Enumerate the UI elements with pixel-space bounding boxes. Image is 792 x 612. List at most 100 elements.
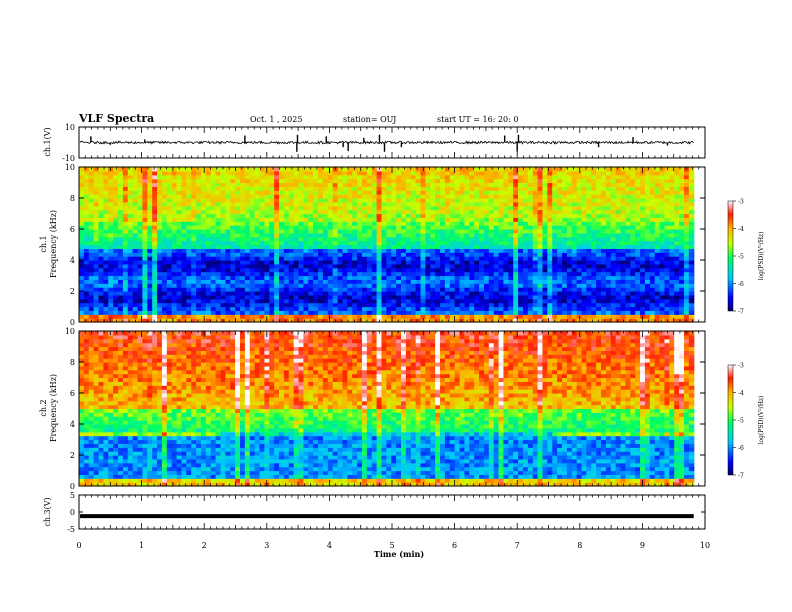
spectrogram-cell (342, 267, 348, 273)
spectrogram-cell (391, 194, 397, 199)
spectrogram-cell (79, 271, 85, 277)
spectrogram-cell (313, 198, 319, 203)
spectrogram-cell (649, 225, 656, 230)
spectrogram-cell (352, 302, 358, 308)
spectrogram-cell (176, 194, 183, 199)
spectrogram-cell (488, 182, 495, 187)
spectrogram-cell (640, 232, 646, 238)
spectrogram-cell (347, 279, 353, 284)
spectrogram-cell (464, 178, 470, 184)
spectrogram-cell (435, 291, 441, 296)
spectrogram-cell (566, 186, 573, 191)
spectrogram-cell (547, 275, 553, 280)
spectrogram-cell (610, 225, 617, 230)
spectrogram-cell (318, 190, 324, 195)
spectrogram-cell (254, 178, 261, 184)
spectrogram-cell (235, 240, 241, 246)
spectrogram-cell (610, 275, 617, 280)
spectrogram-cell (352, 182, 358, 187)
spectrogram-cell (601, 314, 607, 319)
spectrogram-cell (122, 209, 129, 215)
spectrogram-cell (576, 294, 583, 300)
spectrogram-cell (205, 310, 212, 315)
spectrogram-cell (376, 170, 383, 176)
spectrogram-cell (352, 287, 358, 292)
spectrogram-cell (459, 194, 466, 199)
spectrogram-cell (415, 314, 422, 319)
spectrogram-cell (196, 244, 202, 249)
spectrogram-cell (371, 209, 378, 215)
spectrogram-cell (161, 260, 168, 265)
spectrogram-cell (337, 252, 344, 257)
spectrogram-cell (83, 194, 90, 199)
spectrogram-cell (269, 298, 275, 304)
spectrogram-cell (669, 279, 675, 284)
spectrogram-cell (532, 190, 539, 195)
spectrogram-cell (342, 198, 348, 203)
spectrogram-cell (464, 275, 470, 280)
spectrogram-cell (401, 178, 407, 184)
spectrogram-cell (396, 306, 402, 311)
spectrogram-cell (669, 217, 675, 222)
spectrogram-cell (449, 287, 456, 292)
spectrogram-cell (244, 294, 251, 300)
spectrogram-cell (137, 229, 144, 234)
spectrogram-cell (605, 263, 612, 269)
spectrogram-cell (132, 205, 139, 211)
spectrogram-cell (205, 244, 212, 249)
spectrogram-cell (327, 271, 334, 277)
spectrogram-cell (493, 248, 500, 253)
spectrogram-cell (635, 260, 641, 265)
spectrogram-cell (240, 256, 246, 261)
spectrogram-cell (581, 306, 587, 311)
spectrogram-cell (435, 201, 441, 207)
spectrogram-cell (635, 298, 641, 304)
spectrogram-cell (532, 217, 539, 222)
spectrogram-cell (191, 229, 197, 234)
spectrogram-cell (435, 248, 441, 253)
spectrogram-cell (366, 248, 373, 253)
spectrogram-cell (283, 310, 290, 315)
spectrogram-cell (215, 263, 222, 269)
spectrogram-cell (361, 314, 368, 319)
spectrogram-cell (283, 267, 290, 273)
spectrogram-cell (283, 221, 290, 226)
spectrogram-cell (405, 287, 412, 292)
spectrogram-cell (669, 275, 675, 280)
spectrogram-cell (93, 225, 100, 230)
spectrogram-cell (425, 318, 431, 323)
spectrogram-cell (347, 213, 353, 218)
spectrogram-cell (420, 213, 426, 218)
spectrogram-cell (449, 294, 456, 300)
spectrogram-cell (313, 225, 319, 230)
spectrogram-cell (479, 244, 485, 249)
spectrogram-cell (464, 244, 470, 249)
spectrogram-cell (283, 236, 290, 242)
spectrogram-cell (483, 209, 490, 215)
spectrogram-cell (342, 275, 348, 280)
spectrogram-cell (630, 201, 636, 207)
spectrogram-cell (405, 275, 412, 280)
spectrogram-cell (386, 198, 392, 203)
spectrogram-cell (586, 314, 592, 319)
spectrogram-cell (566, 205, 573, 211)
spectrogram-cell (557, 221, 563, 226)
spectrogram-cell (230, 252, 236, 257)
spectrogram-cell (518, 291, 524, 296)
spectrogram-cell (454, 298, 461, 304)
spectrogram-cell (532, 236, 539, 242)
spectrogram-cell (679, 298, 685, 304)
spectrogram-cell (381, 275, 387, 280)
spectrogram-cell (630, 232, 636, 238)
spectrogram-cell (547, 209, 553, 215)
spectrogram-cell (303, 252, 309, 257)
spectrogram-cell (571, 194, 578, 199)
spectrogram-cell (132, 256, 139, 261)
spectrogram-cell (440, 190, 446, 195)
spectrogram-cell (405, 167, 412, 172)
spectrogram-cell (415, 271, 422, 277)
spectrogram-cell (205, 190, 212, 195)
spectrogram-cell (322, 287, 329, 292)
spectrogram-cell (381, 167, 387, 172)
spectrogram-cell (683, 298, 690, 304)
